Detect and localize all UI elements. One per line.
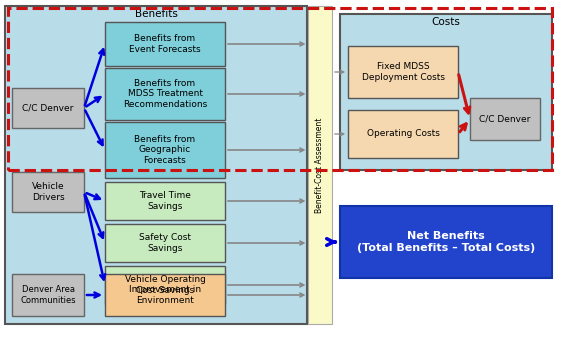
Text: Operating Costs: Operating Costs [366,129,439,139]
Bar [12,172,84,212]
Text: Vehicle Operating
Cost Savings: Vehicle Operating Cost Savings [125,275,205,295]
Text: Benefits from
MDSS Treatment
Recommendations: Benefits from MDSS Treatment Recommendat… [123,79,207,109]
Text: Benefit-Cost Assessment: Benefit-Cost Assessment [316,117,325,213]
Bar [8,8,552,170]
Bar [340,14,552,170]
Text: Vehicle
Drivers: Vehicle Drivers [32,182,64,202]
Text: Denver Area
Communities: Denver Area Communities [20,285,76,305]
Bar [348,46,458,98]
Bar [105,274,225,316]
Bar [105,182,225,220]
Bar [12,88,84,128]
Text: C/C Denver: C/C Denver [22,103,74,113]
Bar [105,122,225,178]
Text: Fixed MDSS
Deployment Costs: Fixed MDSS Deployment Costs [362,62,445,82]
Bar [348,110,458,158]
Bar [105,68,225,120]
Text: Costs: Costs [432,17,460,27]
Bar [308,6,332,324]
Text: C/C Denver: C/C Denver [479,115,531,123]
Text: Benefits: Benefits [135,9,178,19]
Text: Net Benefits
(Total Benefits – Total Costs): Net Benefits (Total Benefits – Total Cos… [357,231,535,253]
Bar [105,22,225,66]
Bar [470,98,540,140]
Text: Safety Cost
Savings: Safety Cost Savings [139,233,191,253]
Text: Benefits from
Event Forecasts: Benefits from Event Forecasts [129,34,201,54]
Bar [105,224,225,262]
Text: Travel Time
Savings: Travel Time Savings [139,191,191,211]
Text: Improvement in
Environment: Improvement in Environment [129,285,201,305]
Bar [340,206,552,278]
Bar [105,266,225,304]
Bar [5,6,307,324]
Bar [12,274,84,316]
Text: Benefits from
Geographic
Forecasts: Benefits from Geographic Forecasts [135,135,196,165]
